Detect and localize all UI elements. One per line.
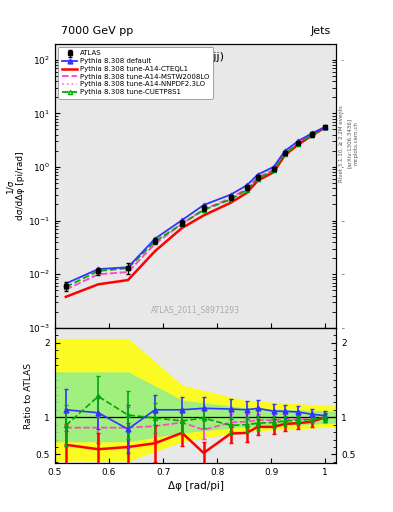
- Pythia 8.308 default: [323, 124, 328, 130]
- Pythia 8.308 tune-A14-MSTW2008LO: [309, 132, 314, 138]
- Pythia 8.308 default: [152, 236, 157, 242]
- Y-axis label: 1/σ
dσ/dΔφ [pi/rad]: 1/σ dσ/dΔφ [pi/rad]: [6, 152, 25, 220]
- Y-axis label: Ratio to ATLAS: Ratio to ATLAS: [24, 362, 33, 429]
- Pythia 8.308 default: [180, 217, 184, 223]
- Pythia 8.308 tune-A14-NNPDF2.3LO: [255, 175, 260, 181]
- Pythia 8.308 tune-A14-CTEQL1: [201, 212, 206, 219]
- Pythia 8.308 default: [201, 202, 206, 208]
- Pythia 8.308 default: [228, 191, 233, 198]
- Pythia 8.308 tune-A14-NNPDF2.3LO: [180, 221, 184, 227]
- Pythia 8.308 tune-A14-MSTW2008LO: [323, 124, 328, 131]
- Pythia 8.308 tune-CUETP8S1: [309, 132, 314, 138]
- Text: mcplots.cern.ch: mcplots.cern.ch: [354, 121, 359, 165]
- Pythia 8.308 default: [282, 148, 287, 154]
- Pythia 8.308 tune-CUETP8S1: [152, 238, 157, 244]
- Pythia 8.308 tune-CUETP8S1: [64, 284, 68, 290]
- Pythia 8.308 tune-A14-MSTW2008LO: [296, 140, 301, 146]
- Pythia 8.308 tune-A14-NNPDF2.3LO: [323, 124, 328, 131]
- Pythia 8.308 default: [296, 138, 301, 144]
- Line: Pythia 8.308 default: Pythia 8.308 default: [63, 124, 328, 286]
- Pythia 8.308 tune-A14-MSTW2008LO: [64, 286, 68, 292]
- Pythia 8.308 tune-A14-NNPDF2.3LO: [282, 151, 287, 157]
- Line: Pythia 8.308 tune-A14-CTEQL1: Pythia 8.308 tune-A14-CTEQL1: [66, 127, 325, 297]
- Pythia 8.308 tune-A14-NNPDF2.3LO: [126, 269, 130, 275]
- Pythia 8.308 tune-A14-CTEQL1: [282, 152, 287, 158]
- Pythia 8.308 tune-A14-NNPDF2.3LO: [272, 166, 276, 173]
- Pythia 8.308 tune-A14-NNPDF2.3LO: [152, 241, 157, 247]
- Pythia 8.308 tune-A14-CTEQL1: [64, 294, 68, 300]
- Pythia 8.308 tune-CUETP8S1: [126, 265, 130, 271]
- Pythia 8.308 tune-A14-CTEQL1: [228, 200, 233, 206]
- Pythia 8.308 tune-A14-CTEQL1: [272, 169, 276, 175]
- Pythia 8.308 tune-A14-MSTW2008LO: [255, 175, 260, 181]
- Pythia 8.308 tune-A14-NNPDF2.3LO: [201, 206, 206, 212]
- Pythia 8.308 tune-CUETP8S1: [272, 167, 276, 174]
- Pythia 8.308 default: [64, 281, 68, 287]
- Text: [arXiv:1306.3436]: [arXiv:1306.3436]: [347, 118, 352, 168]
- Pythia 8.308 default: [255, 172, 260, 178]
- Pythia 8.308 default: [96, 266, 101, 272]
- Pythia 8.308 tune-A14-NNPDF2.3LO: [244, 185, 249, 191]
- Pythia 8.308 tune-A14-MSTW2008LO: [244, 185, 249, 191]
- Pythia 8.308 tune-CUETP8S1: [323, 124, 328, 131]
- Pythia 8.308 tune-CUETP8S1: [96, 268, 101, 274]
- Pythia 8.308 tune-A14-MSTW2008LO: [282, 151, 287, 157]
- Pythia 8.308 tune-A14-MSTW2008LO: [272, 166, 276, 173]
- Pythia 8.308 tune-A14-CTEQL1: [296, 141, 301, 147]
- Pythia 8.308 tune-A14-CTEQL1: [126, 277, 130, 283]
- Pythia 8.308 default: [309, 131, 314, 137]
- Text: Jets: Jets: [310, 27, 331, 36]
- Pythia 8.308 tune-A14-MSTW2008LO: [228, 195, 233, 201]
- Pythia 8.308 tune-A14-CTEQL1: [180, 225, 184, 231]
- X-axis label: Δφ [rad/pi]: Δφ [rad/pi]: [167, 481, 224, 492]
- Pythia 8.308 tune-A14-CTEQL1: [255, 178, 260, 184]
- Pythia 8.308 default: [272, 164, 276, 170]
- Pythia 8.308 tune-A14-NNPDF2.3LO: [296, 140, 301, 146]
- Text: Δφ(jj): Δφ(jj): [195, 52, 224, 62]
- Pythia 8.308 default: [126, 264, 130, 270]
- Pythia 8.308 tune-CUETP8S1: [244, 187, 249, 193]
- Pythia 8.308 tune-CUETP8S1: [282, 151, 287, 157]
- Pythia 8.308 tune-CUETP8S1: [228, 197, 233, 203]
- Pythia 8.308 tune-CUETP8S1: [201, 207, 206, 213]
- Pythia 8.308 tune-A14-CTEQL1: [323, 124, 328, 131]
- Text: Rivet 3.1.10, ≥ 2.2M events: Rivet 3.1.10, ≥ 2.2M events: [339, 105, 344, 182]
- Pythia 8.308 tune-A14-NNPDF2.3LO: [96, 271, 101, 278]
- Text: 7000 GeV pp: 7000 GeV pp: [61, 27, 133, 36]
- Pythia 8.308 tune-A14-CTEQL1: [152, 248, 157, 254]
- Pythia 8.308 tune-A14-NNPDF2.3LO: [228, 195, 233, 201]
- Pythia 8.308 tune-A14-CTEQL1: [96, 281, 101, 287]
- Pythia 8.308 default: [244, 182, 249, 188]
- Text: ATLAS_2011_S8971293: ATLAS_2011_S8971293: [151, 305, 240, 314]
- Pythia 8.308 tune-A14-NNPDF2.3LO: [309, 132, 314, 138]
- Pythia 8.308 tune-CUETP8S1: [296, 140, 301, 146]
- Pythia 8.308 tune-A14-MSTW2008LO: [201, 206, 206, 212]
- Pythia 8.308 tune-A14-MSTW2008LO: [152, 241, 157, 247]
- Pythia 8.308 tune-CUETP8S1: [255, 176, 260, 182]
- Pythia 8.308 tune-CUETP8S1: [180, 221, 184, 227]
- Legend: ATLAS, Pythia 8.308 default, Pythia 8.308 tune-A14-CTEQL1, Pythia 8.308 tune-A14: ATLAS, Pythia 8.308 default, Pythia 8.30…: [59, 47, 213, 99]
- Pythia 8.308 tune-A14-MSTW2008LO: [180, 221, 184, 227]
- Line: Pythia 8.308 tune-A14-NNPDF2.3LO: Pythia 8.308 tune-A14-NNPDF2.3LO: [66, 127, 325, 289]
- Pythia 8.308 tune-A14-CTEQL1: [244, 190, 249, 196]
- Line: Pythia 8.308 tune-CUETP8S1: Pythia 8.308 tune-CUETP8S1: [64, 125, 327, 289]
- Line: Pythia 8.308 tune-A14-MSTW2008LO: Pythia 8.308 tune-A14-MSTW2008LO: [66, 127, 325, 289]
- Pythia 8.308 tune-A14-NNPDF2.3LO: [64, 286, 68, 292]
- Pythia 8.308 tune-A14-MSTW2008LO: [96, 271, 101, 278]
- Pythia 8.308 tune-A14-MSTW2008LO: [126, 269, 130, 275]
- Pythia 8.308 tune-A14-CTEQL1: [309, 133, 314, 139]
